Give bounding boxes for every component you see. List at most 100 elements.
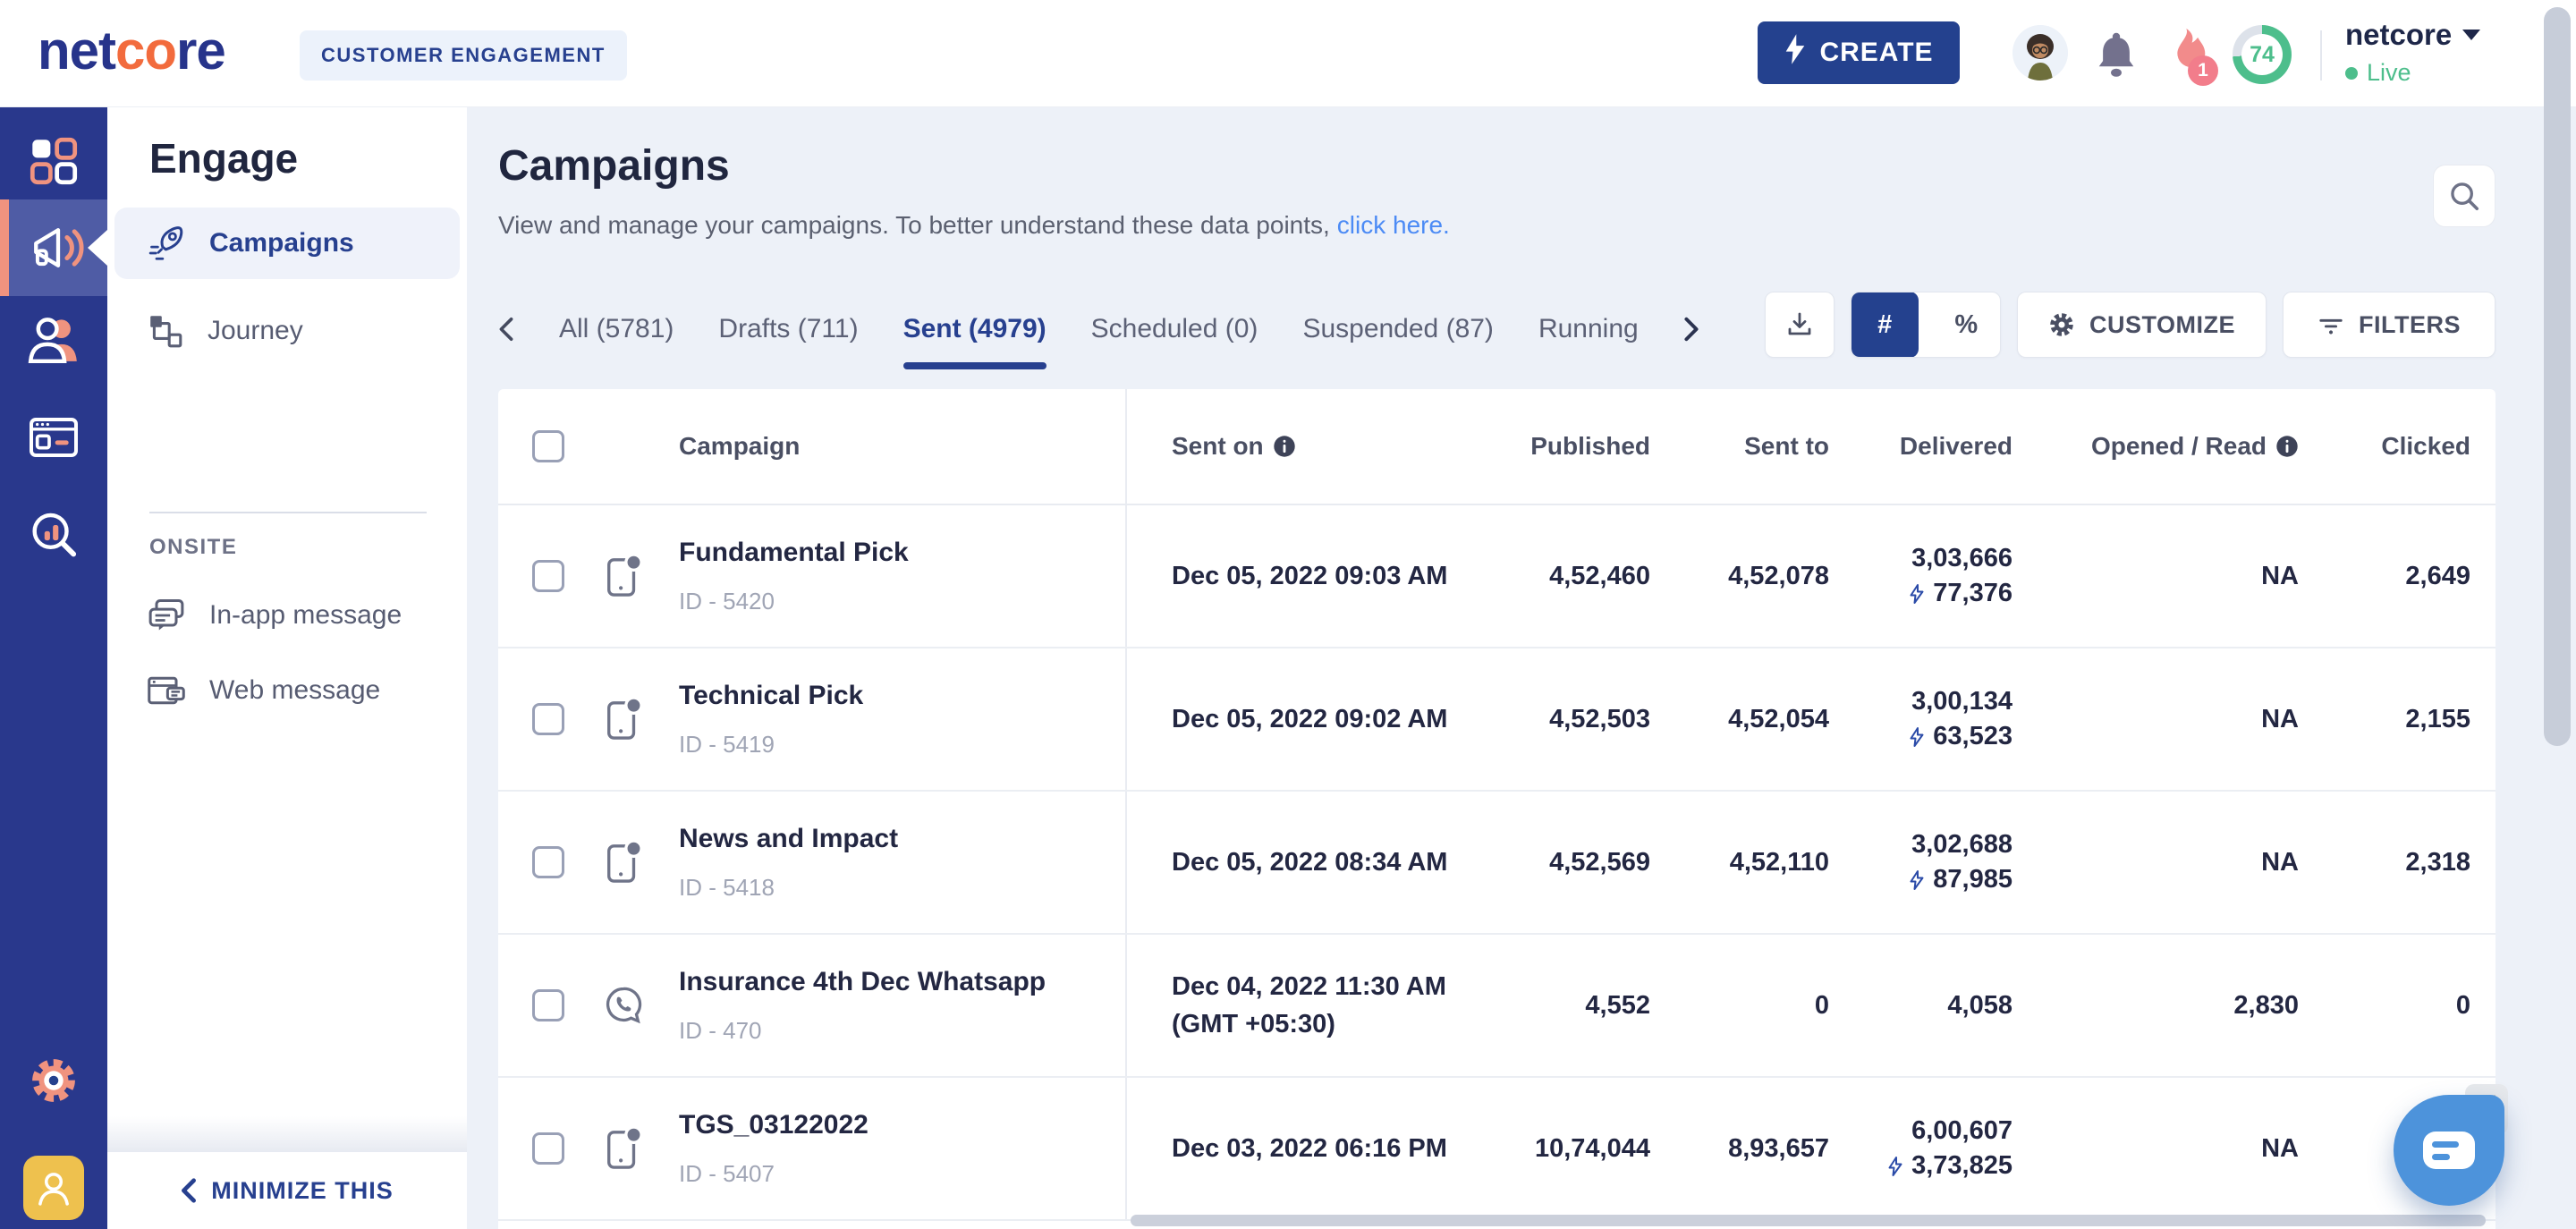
tabs-scroll-right[interactable] [1683,317,1699,342]
header-divider [2320,30,2322,81]
health-score-ring[interactable]: 74 [2233,25,2292,84]
clicked-cell: 2,318 [2405,847,2470,877]
toggle-percent[interactable]: % [1954,309,1979,339]
delivered-value: 3,00,134 [1911,687,2012,716]
chevron-left-icon [499,317,513,342]
campaign-name[interactable]: News and Impact [679,823,899,853]
rail-engage-item[interactable] [0,199,107,296]
sidebar-item-label: Journey [208,316,303,345]
delivered-value: 3,03,666 [1911,544,2012,572]
mobile-push-icon [588,552,659,600]
rail-dashboard-item[interactable] [0,123,107,199]
sidebar-item-label: Campaigns [209,228,354,258]
sidebar-item-campaigns[interactable]: Campaigns [114,208,460,279]
row-checkbox[interactable] [532,560,564,592]
tab-suspended[interactable]: Suspended (87) [1302,314,1494,343]
mobile-push-icon [588,838,659,886]
click-here-link[interactable]: click here. [1336,211,1450,239]
subtitle-text: View and manage your campaigns. To bette… [498,211,1330,239]
create-button[interactable]: CREATE [1758,21,1960,84]
health-score-value: 74 [2250,41,2275,67]
toggle-count[interactable]: # [1851,292,1919,357]
netcore-logo: netcore [38,20,226,81]
row-checkbox[interactable] [532,1132,564,1165]
chevron-right-icon [1684,317,1699,342]
logo-part: net [38,21,116,81]
campaign-name[interactable]: Insurance 4th Dec Whatsapp [679,966,1046,996]
chat-launcher-button[interactable] [2394,1095,2504,1206]
streak-flame-icon[interactable]: 1 [2165,27,2218,87]
table-row[interactable]: Insurance 4th Dec Whatsapp ID - 470 Dec 0… [498,935,2496,1078]
info-icon[interactable] [2275,435,2299,458]
audience-people-icon [28,318,77,363]
browser-window-icon [30,418,78,457]
row-checkbox[interactable] [532,846,564,878]
count-percent-toggle: # % [1850,292,2001,358]
gear-icon [32,1059,75,1102]
clicked-cell: 2,649 [2405,561,2470,590]
notifications-bell-icon[interactable] [2091,30,2141,85]
web-message-icon [148,676,185,705]
amplified-value: 63,523 [1933,722,2012,750]
sidebar-item-web-message[interactable]: Web message [114,655,460,726]
journey-flow-icon [150,316,182,348]
col-sent-on: Sent on [1172,432,1264,460]
logo-part: re [176,21,226,81]
sidebar-section-onsite: ONSITE [149,535,238,559]
customize-button[interactable]: CUSTOMIZE [2016,292,2267,358]
campaign-name[interactable]: Fundamental Pick [679,537,909,567]
minimize-sidebar-button[interactable]: MINIMIZE THIS [107,1116,467,1229]
campaign-name[interactable]: Technical Pick [679,680,864,710]
account-switcher[interactable]: netcore Live [2345,18,2481,87]
campaign-id: ID - 5419 [679,730,775,758]
create-button-label: CREATE [1819,38,1934,67]
sent-to-cell: 0 [1814,990,1829,1020]
rocket-icon [148,226,183,260]
info-icon[interactable] [1273,435,1296,458]
rail-settings-item[interactable] [0,1043,107,1118]
horizontal-scrollbar[interactable] [1131,1215,2486,1226]
filters-button[interactable]: FILTERS [2283,292,2496,358]
table-row[interactable]: Fundamental Pick ID - 5420 Dec 05, 2022 0… [498,505,2496,648]
user-avatar[interactable] [2012,25,2068,81]
product-badge: CUSTOMER ENGAGEMENT [300,30,627,81]
tabs-scroll-left[interactable] [498,317,514,342]
tab-drafts[interactable]: Drafts (711) [718,314,859,343]
account-name: netcore [2345,18,2453,51]
chat-bubble-icon [2423,1132,2475,1169]
active-tab-underline [902,362,1046,369]
tab-running[interactable]: Running [1538,314,1639,343]
vertical-scrollbar[interactable] [2544,7,2571,746]
published-cell: 4,552 [1585,990,1650,1020]
sidebar-item-inapp-message[interactable]: In-app message [114,580,460,651]
search-button[interactable] [2433,165,2496,227]
logo-part: co [115,21,177,81]
table-row[interactable]: Technical Pick ID - 5419 Dec 05, 2022 09:… [498,648,2496,792]
tab-sent[interactable]: Sent (4979) [902,314,1046,369]
sent-on-cell: Dec 04, 2022 11:30 AM (GMT +05:30) [1127,968,1480,1043]
table-header-row: Campaign Sent on Published Sent to Deliv… [498,389,2496,505]
rail-content-item[interactable] [0,400,107,475]
col-campaign: Campaign [679,432,801,460]
sent-on-cell: Dec 05, 2022 09:02 AM [1172,704,1448,733]
tab-scheduled[interactable]: Scheduled (0) [1090,314,1258,343]
tab-all[interactable]: All (5781) [559,314,674,343]
rail-audience-item[interactable] [0,301,107,376]
rail-profile-item[interactable] [0,1150,107,1225]
select-all-checkbox[interactable] [532,430,564,462]
row-checkbox[interactable] [532,989,564,1021]
sent-on-line2: (GMT +05:30) [1172,1010,1335,1038]
table-row[interactable]: TGS_03122022 ID - 5407 Dec 03, 2022 06:16… [498,1078,2496,1221]
amplify-bolt-icon [1910,869,1924,890]
opened-cell: 2,830 [2233,990,2299,1020]
rail-analytics-item[interactable] [0,498,107,573]
delivered-cell: 3,03,666 77,376 [1906,544,2012,608]
delivered-cell: 3,00,134 63,523 [1906,687,2012,751]
row-checkbox[interactable] [532,703,564,735]
opened-cell: NA [2261,704,2299,733]
sent-on-cell: Dec 05, 2022 08:34 AM [1172,847,1448,877]
download-button[interactable] [1764,292,1835,358]
campaign-name[interactable]: TGS_03122022 [679,1109,869,1140]
table-row[interactable]: News and Impact ID - 5418 Dec 05, 2022 08… [498,792,2496,935]
sidebar-item-journey[interactable]: Journey [114,295,460,367]
